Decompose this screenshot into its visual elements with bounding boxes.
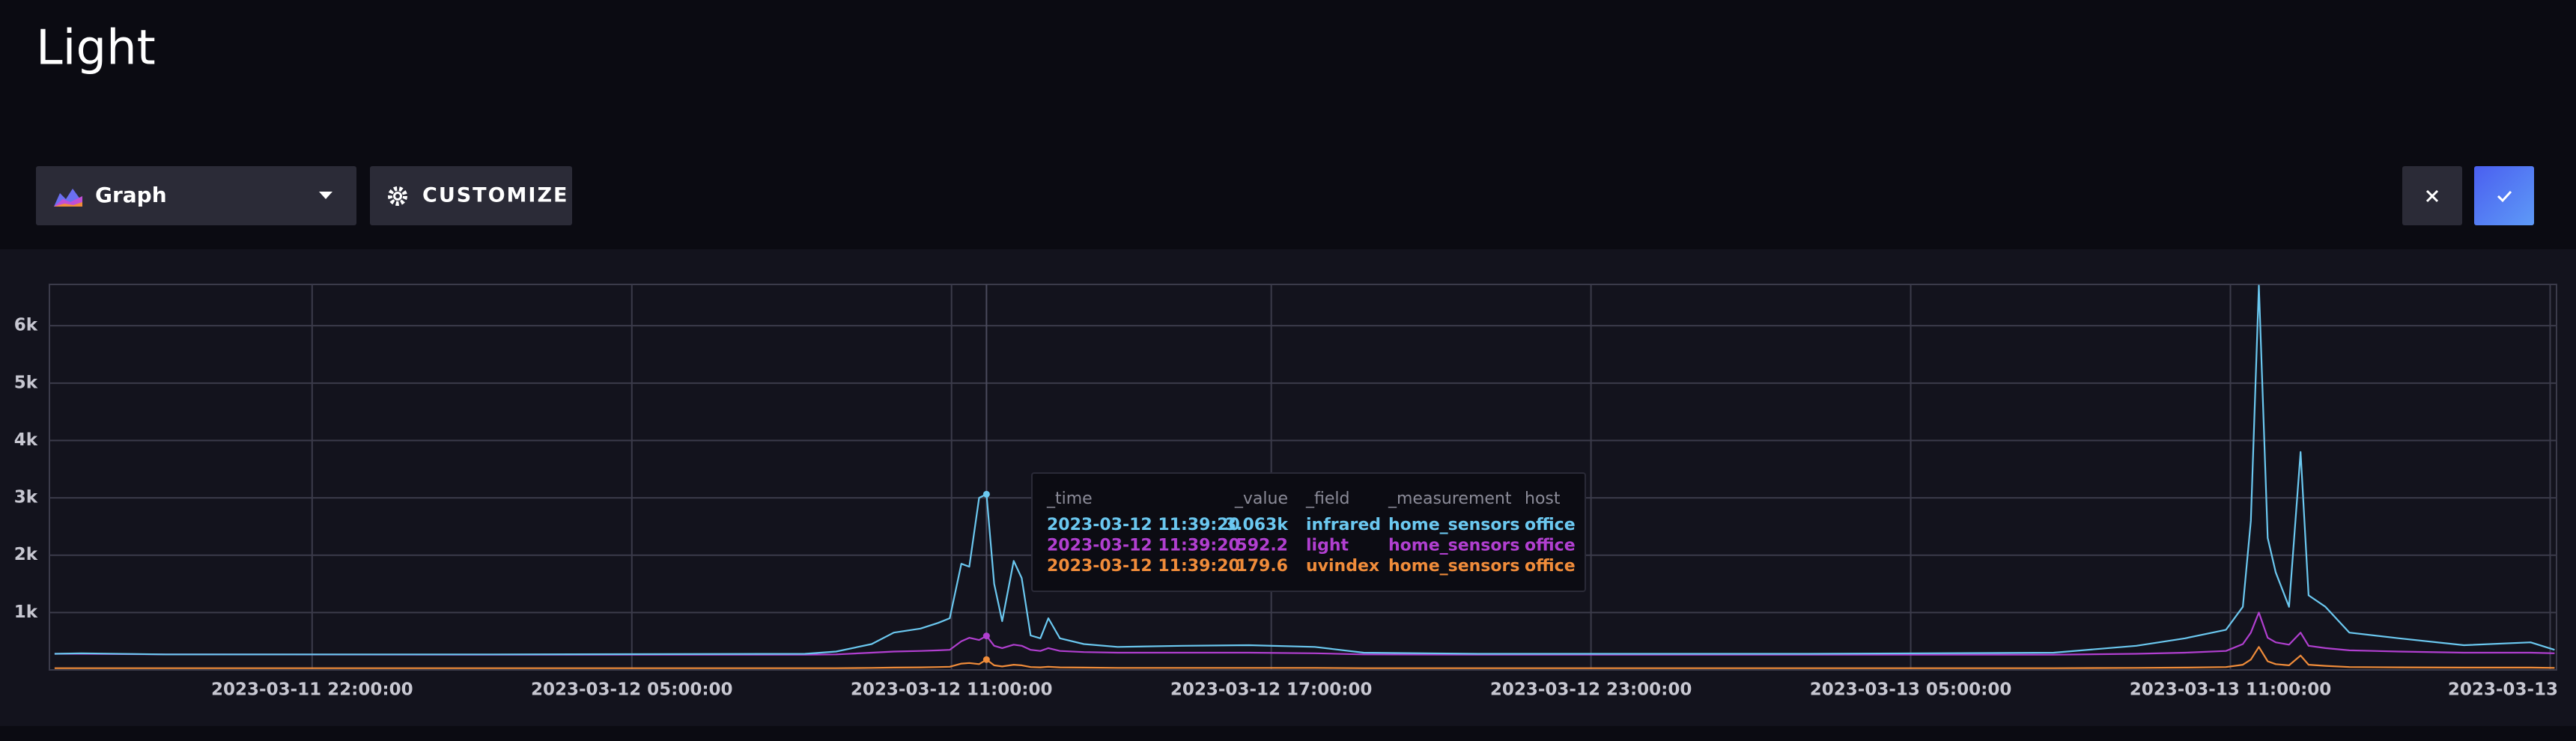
dropdown-bg[interactable] (36, 166, 356, 225)
page-title: Light (36, 21, 156, 76)
series-line (54, 612, 2555, 656)
gear-icon (388, 186, 407, 206)
hover-point (982, 490, 990, 498)
tooltip-header: _time (1046, 490, 1093, 508)
check-icon (2497, 190, 2512, 203)
gear-icon (395, 194, 400, 198)
y-tick-label: 4k (14, 430, 38, 450)
y-tick-label: 1k (14, 603, 38, 622)
tooltip-header: _value (1234, 490, 1288, 508)
tooltip-cell: 179.6 (1236, 557, 1288, 576)
hover-point (982, 656, 990, 663)
x-tick-label: 2023-03-13 05:00:00 (1810, 680, 2012, 700)
button-bg[interactable] (370, 166, 572, 225)
tooltip-header: _field (1305, 490, 1349, 508)
tooltip-cell: 2023-03-12 11:39:20 (1047, 537, 1240, 555)
tooltip-cell: office (1525, 516, 1576, 534)
plot-frame (49, 284, 2557, 671)
tooltip-cell: 2023-03-12 11:39:20 (1047, 557, 1240, 576)
tooltip-header: _measurement (1388, 490, 1512, 508)
tooltip-bg (1031, 472, 1586, 592)
y-tick-label: 2k (14, 545, 38, 564)
tooltip: _time _value _field _measurement host 2023-03… (1031, 472, 1586, 592)
tooltip-cell: 592.2 (1236, 537, 1288, 555)
tooltip-cell: uvindex (1306, 557, 1379, 576)
tooltip-cell: home_sensors (1388, 557, 1519, 576)
x-tick-label: 2023-03-13 (2448, 680, 2558, 700)
tooltip-cell: 2023-03-12 11:39:20 (1047, 516, 1240, 534)
close-icon (2425, 189, 2439, 203)
tooltip-cell: light (1306, 537, 1349, 555)
y-tick-label: 6k (14, 316, 38, 335)
x-tick-label: 2023-03-11 22:00:00 (211, 680, 413, 700)
tooltip-header: host (1525, 490, 1561, 508)
series-line (54, 284, 2555, 656)
x-tick-label: 2023-03-13 11:00:00 (2130, 680, 2332, 700)
customize-button[interactable]: CUSTOMIZE (370, 166, 572, 225)
y-tick-label: 5k (14, 373, 38, 392)
graph-icon (54, 196, 82, 207)
tooltip-cell: 3.063k (1225, 516, 1289, 534)
x-tick-label: 2023-03-12 05:00:00 (531, 680, 733, 700)
save-button[interactable] (2474, 166, 2534, 225)
y-tick-label: 3k (14, 488, 38, 507)
hover-point (982, 632, 990, 640)
button-label[interactable]: CUSTOMIZE (422, 184, 569, 207)
x-tick-label: 2023-03-12 17:00:00 (1170, 680, 1373, 700)
caret (319, 192, 332, 199)
tooltip-cell: home_sensors (1388, 516, 1519, 534)
view-type-dropdown[interactable]: Graph (36, 166, 356, 225)
plot: 1k 2k 3k 4k 5k 6k 2023-03-11 22:00:00 2023-03-1… (14, 284, 2558, 700)
tooltip-cell: infrared (1306, 516, 1381, 534)
graph-icon (54, 202, 82, 207)
x-tick-label: 2023-03-12 11:00:00 (851, 680, 1053, 700)
tooltip-cell: home_sensors (1388, 537, 1519, 555)
button-bg[interactable] (2474, 166, 2534, 225)
series-line (54, 646, 2555, 669)
x-tick-label: 2023-03-12 23:00:00 (1490, 680, 1692, 700)
cancel-button[interactable] (2402, 166, 2462, 225)
tooltip-cell: office (1525, 537, 1576, 555)
dropdown-label[interactable]: Graph (95, 183, 167, 207)
tooltip-cell: office (1525, 557, 1576, 576)
